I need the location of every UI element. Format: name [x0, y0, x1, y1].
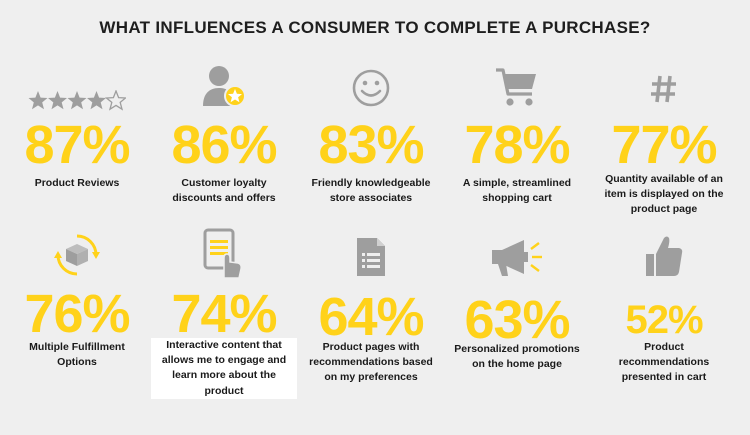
- stat-percent: 52%: [625, 298, 703, 342]
- megaphone-icon: [444, 232, 590, 278]
- four-stars-icon: [4, 66, 150, 112]
- stat-label: Product Reviews: [34, 177, 120, 189]
- stat-percent: 86%: [171, 115, 277, 175]
- hash-icon: [591, 58, 737, 104]
- stat-label: Personalized promotions on the home page: [454, 343, 580, 371]
- stat-percent: 63%: [464, 290, 570, 350]
- stat-percent: 87%: [24, 115, 130, 175]
- stat-label: Quantity available of an item is display…: [604, 173, 724, 216]
- stat-label: Multiple Fulfillment Options: [29, 341, 125, 369]
- stat-label: Customer loyalty discounts and offers: [172, 177, 276, 205]
- smiley-icon: [298, 62, 444, 108]
- thumbs-up-icon: [591, 232, 737, 278]
- stat-percent: 83%: [318, 115, 424, 175]
- loyal-customer-icon: [151, 62, 297, 108]
- page-title: WHAT INFLUENCES A CONSUMER TO COMPLETE A…: [99, 18, 651, 37]
- stat-percent: 76%: [24, 284, 130, 344]
- stat-percent: 64%: [318, 287, 424, 347]
- document-list-icon: [298, 232, 444, 278]
- stat-label: Friendly knowledgeable store associates: [311, 177, 431, 205]
- stat-percent: 77%: [611, 115, 717, 175]
- stat-label: A simple, streamlined shopping cart: [462, 177, 572, 205]
- stat-label: Product recommendations presented in car…: [618, 341, 710, 384]
- stat-percent: 74%: [171, 284, 277, 344]
- stat-percent: 78%: [464, 115, 570, 175]
- tablet-tap-icon: [151, 228, 297, 278]
- shopping-cart-icon: [444, 62, 590, 108]
- package-cycle-icon: [4, 232, 150, 278]
- stat-label: Product pages with recommendations based…: [309, 341, 433, 384]
- stat-label: Interactive content that allows me to en…: [151, 338, 297, 399]
